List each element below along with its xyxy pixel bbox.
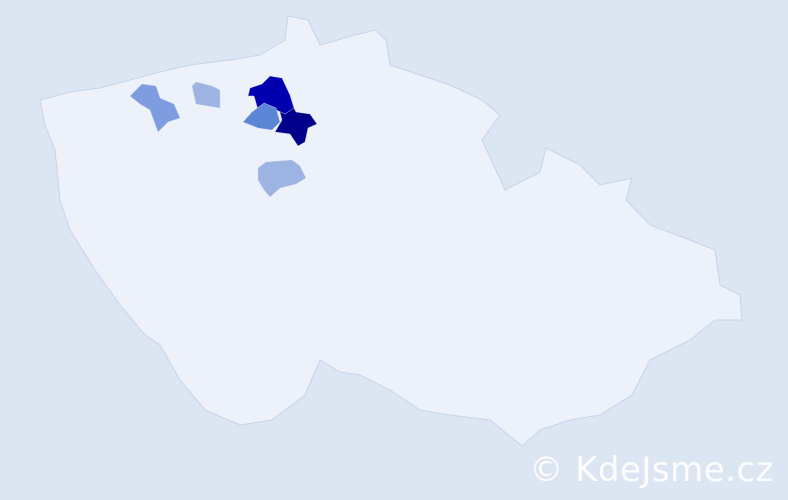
highlighted-district [257,159,307,198]
watermark: © KdeJsme.cz [529,450,774,490]
highlighted-district [242,102,281,131]
country-outline [39,15,743,447]
highlighted-district [274,103,318,147]
highlighted-district [247,75,295,115]
highlighted-district [129,83,181,133]
highlighted-district [191,81,221,109]
